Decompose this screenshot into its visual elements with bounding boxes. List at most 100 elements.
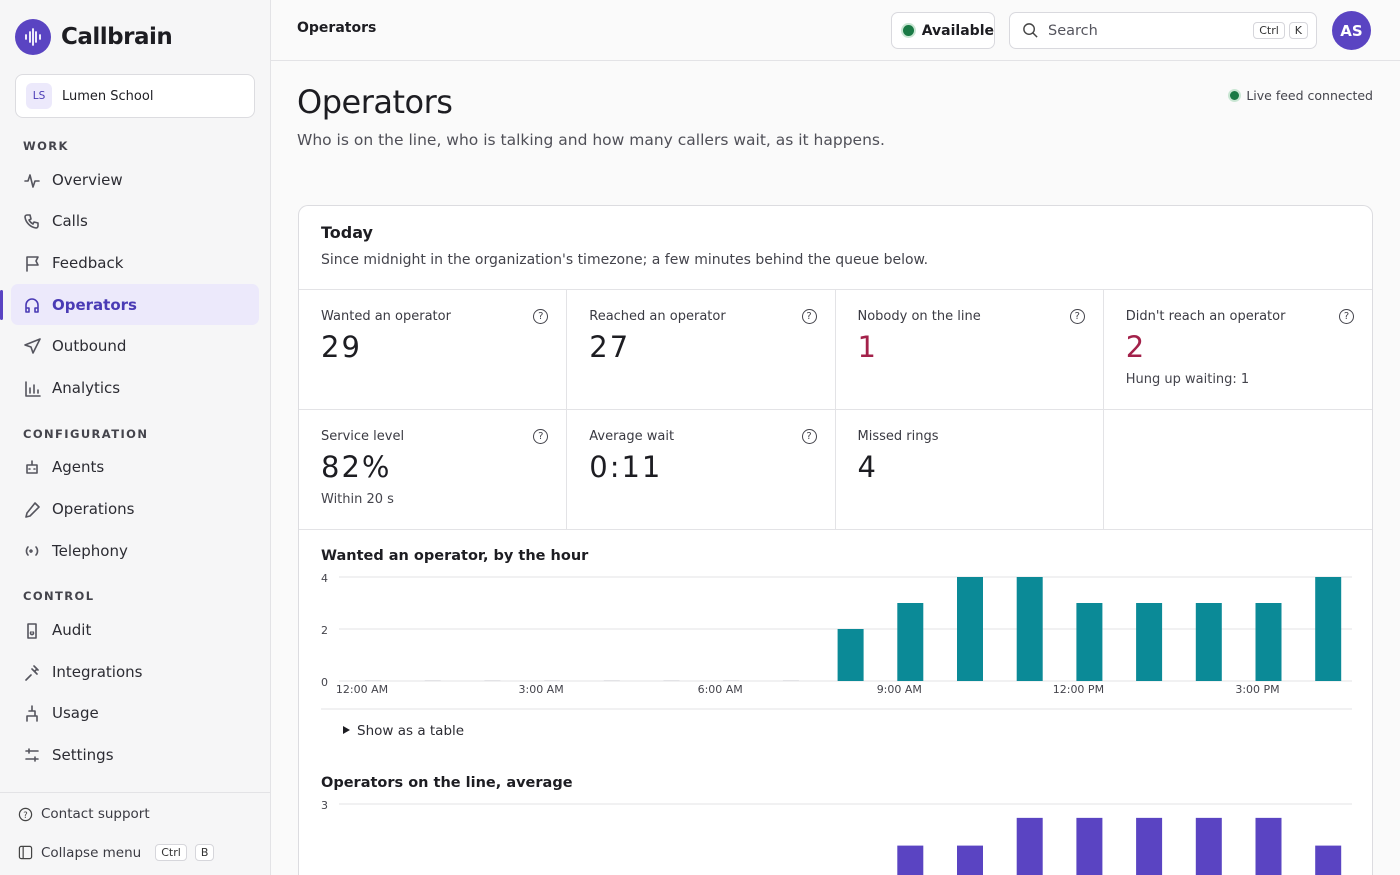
nav-item[interactable]: Outbound — [11, 325, 259, 367]
y-tick-label: 2 — [321, 624, 328, 637]
stat-label: Reached an operator — [589, 309, 726, 324]
bar — [365, 680, 381, 682]
stat-value: 82% — [321, 450, 392, 484]
nav-item[interactable]: Settings — [11, 734, 259, 776]
collapse-button[interactable]: Collapse menu Ctrl B — [18, 844, 215, 861]
bar — [603, 680, 620, 682]
help-icon[interactable]: ? — [533, 309, 549, 324]
bar — [957, 577, 983, 681]
nav-section: WORK Overview Calls Feedback Operators Outbou… — [0, 136, 270, 409]
bar — [1016, 817, 1043, 875]
support-link[interactable]: ? Contact support — [18, 806, 150, 822]
stats-grid: Wanted an operator 29? Reached an operator… — [299, 289, 1372, 530]
topbar: Operators Available Search Ctrl K AS — [271, 0, 1400, 61]
icon-path — [25, 664, 39, 681]
nav-section-title: CONFIGURATION — [23, 426, 149, 441]
icon-path — [24, 214, 39, 230]
nav-item[interactable]: Integrations — [11, 651, 259, 693]
avatar[interactable]: AS — [1332, 11, 1371, 50]
nav-icon — [25, 748, 39, 762]
bar — [723, 680, 740, 682]
nav-item[interactable]: Feedback — [11, 242, 259, 284]
bar — [1195, 817, 1222, 875]
help-icon[interactable]: ? — [801, 309, 817, 324]
bar — [663, 680, 680, 682]
help-icon[interactable]: ? — [1339, 309, 1354, 324]
stat: Service level 82% Within 20 s? — [299, 410, 568, 530]
nav-icon — [26, 256, 39, 272]
search-box[interactable]: Search Ctrl K — [1009, 12, 1317, 49]
icon-path — [26, 705, 38, 723]
brand-name: Callbrain — [61, 24, 173, 50]
bar — [782, 680, 799, 682]
icon-path — [25, 545, 39, 556]
bar — [1076, 603, 1103, 681]
org-switcher[interactable]: LS Lumen School — [15, 74, 255, 118]
chart-title: Wanted an operator, by the hour — [321, 548, 589, 564]
card-subtitle: Since midnight in the organization's tim… — [321, 252, 929, 268]
stat-label: Nobody on the line — [857, 309, 981, 324]
kbd: Ctrl — [155, 844, 187, 861]
logo — [15, 19, 51, 55]
nav-item[interactable]: Overview — [11, 159, 259, 201]
icon-path — [24, 173, 40, 188]
bar — [544, 680, 561, 682]
icon-path — [27, 623, 37, 639]
nav: WORK Overview Calls Feedback Operators Outbou… — [0, 136, 270, 791]
nav-item[interactable]: Usage — [11, 693, 259, 735]
today-card: Today Since midnight in the organization… — [298, 205, 1373, 875]
support-label: Contact support — [41, 806, 150, 822]
nav-item[interactable]: Audit — [11, 609, 259, 651]
nav-item[interactable]: Operations — [11, 488, 259, 530]
stat-label: Service level — [321, 429, 405, 444]
nav-label: Feedback — [52, 253, 124, 272]
icon-path — [26, 256, 39, 272]
icon-path — [26, 460, 38, 475]
nav-icon — [24, 214, 39, 230]
icon-path — [25, 380, 41, 397]
status-button[interactable]: Available — [891, 12, 995, 49]
help-icon[interactable]: ? — [533, 429, 549, 444]
nav-icon — [25, 297, 39, 313]
svg-text:?: ? — [23, 809, 27, 819]
stat: Reached an operator 27? — [567, 290, 836, 410]
bar — [1315, 845, 1342, 875]
bar — [1315, 577, 1342, 681]
nav-label: Analytics — [52, 378, 121, 397]
nav-item[interactable]: Calls — [11, 201, 259, 243]
nav-label: Agents — [52, 458, 105, 477]
bar — [1076, 817, 1103, 875]
nav-item[interactable]: Operators — [0, 283, 259, 326]
toggle-label: Show as a table — [357, 723, 464, 739]
nav-item[interactable]: Agents — [11, 447, 259, 489]
bar — [1136, 817, 1163, 875]
nav-item[interactable]: Telephony — [11, 530, 259, 572]
nav-section-title: WORK — [23, 139, 69, 153]
nav-icon — [25, 664, 39, 681]
nav-label: Calls — [52, 212, 88, 231]
page-title: Operators — [297, 83, 453, 121]
icon-path — [25, 297, 39, 313]
sidebar-footer: ? Contact support Collapse menu Ctrl B — [0, 792, 270, 861]
kbd: B — [194, 844, 215, 861]
kbd: Ctrl — [1253, 22, 1285, 39]
table-toggle[interactable]: Show as a table — [343, 723, 464, 739]
org-name: Lumen School — [62, 88, 154, 104]
live-label: Live feed connected — [1246, 88, 1373, 103]
nav-label: Operations — [52, 499, 135, 518]
bar — [1136, 603, 1163, 681]
y-tick-label: 0 — [321, 676, 328, 689]
stat-value: 0:11 — [589, 450, 663, 484]
nav-label: Integrations — [52, 662, 143, 681]
help-icon[interactable]: ? — [1069, 309, 1085, 324]
stat-label: Missed rings — [857, 429, 939, 444]
nav-label: Overview — [52, 170, 123, 189]
stat: Didn't reach an operator 2 Hung up waiting… — [1103, 290, 1372, 410]
help-icon[interactable]: ? — [801, 429, 817, 444]
nav-item[interactable]: Analytics — [11, 367, 259, 409]
org-initials: LS — [26, 83, 52, 109]
bar — [1016, 577, 1043, 681]
brand[interactable]: Callbrain — [15, 19, 173, 55]
bar — [957, 845, 983, 875]
